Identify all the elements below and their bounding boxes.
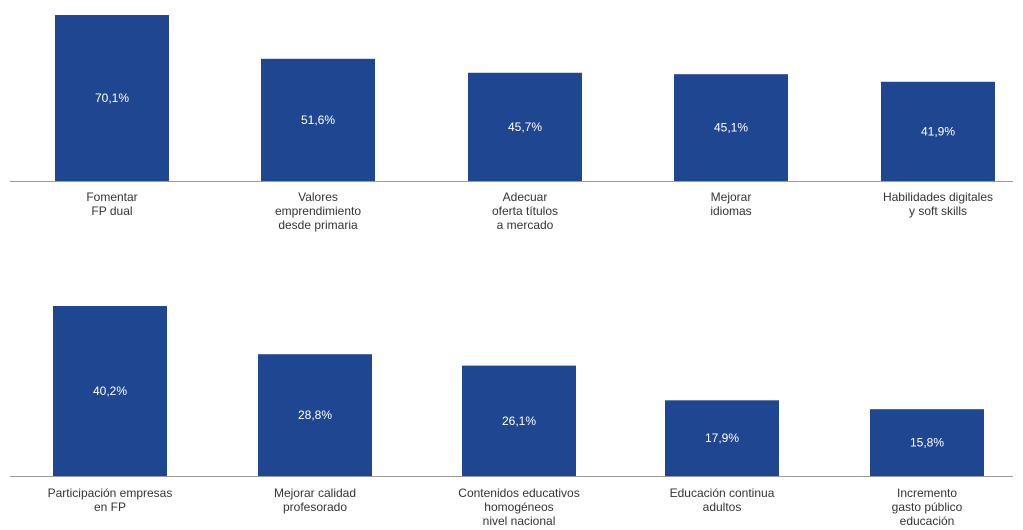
bar-value-label: 26,1%: [502, 414, 536, 428]
bar-4: [674, 74, 788, 181]
category-label: Fomentar: [86, 190, 137, 204]
bar-1: [55, 15, 169, 181]
category-label: Adecuar: [503, 190, 548, 204]
category-label: Habilidades digitales: [883, 190, 993, 204]
category-label: Contenidos educativos: [458, 486, 579, 500]
bar-value-label: 15,8%: [910, 436, 944, 450]
category-label: nivel nacional: [483, 514, 556, 528]
category-label: Participación empresas: [48, 486, 173, 500]
bar-5: [881, 81, 995, 181]
bar-value-label: 41,9%: [921, 124, 955, 138]
bar-value-label: 28,8%: [298, 408, 332, 422]
bar-2: [261, 58, 375, 181]
category-label: Mejorar calidad: [274, 486, 356, 500]
bar-10: [870, 409, 984, 476]
bar-9: [665, 400, 779, 476]
bar-3: [468, 72, 582, 181]
category-label: FP dual: [91, 204, 132, 218]
category-label: emprendimiento: [275, 204, 361, 218]
category-label: Incremento: [897, 486, 957, 500]
category-label: Mejorar: [711, 190, 752, 204]
category-label: idiomas: [710, 204, 751, 218]
bar-value-label: 17,9%: [705, 431, 739, 445]
category-label: a mercado: [497, 218, 554, 232]
category-label: gasto público: [892, 500, 963, 514]
bar-value-label: 45,1%: [714, 121, 748, 135]
bar-value-label: 40,2%: [93, 384, 127, 398]
bar-value-label: 45,7%: [508, 120, 542, 134]
bar-value-label: 51,6%: [301, 113, 335, 127]
category-label: homogéneos: [484, 500, 553, 514]
category-label: y soft skills: [909, 204, 967, 218]
category-label: oferta títulos: [492, 204, 558, 218]
category-label: en FP: [94, 500, 126, 514]
category-label: Educación continua: [670, 486, 775, 500]
bar-6: [53, 306, 167, 476]
bar-8: [462, 365, 576, 476]
bar-7: [258, 354, 372, 476]
category-label: desde primaria: [278, 218, 358, 232]
bar-value-label: 70,1%: [95, 91, 129, 105]
category-label: Valores: [298, 190, 338, 204]
category-label: profesorado: [283, 500, 347, 514]
category-label: educación: [900, 514, 955, 528]
category-label: adultos: [703, 500, 742, 514]
